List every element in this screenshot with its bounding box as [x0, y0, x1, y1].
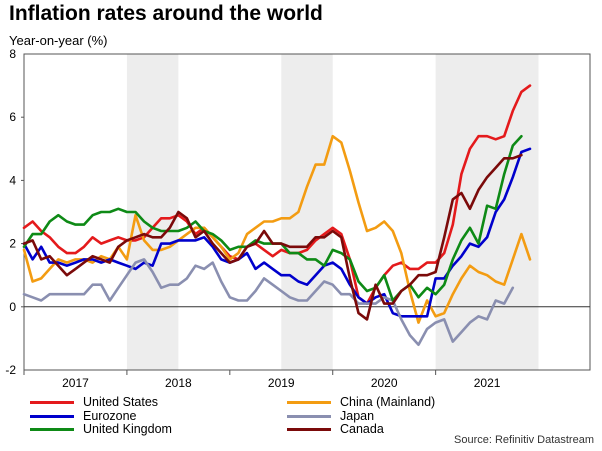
y-tick-label: 2 — [9, 237, 16, 251]
legend-swatch — [287, 414, 331, 418]
legend-item-china-mainland: China (Mainland) — [287, 395, 435, 409]
legend-item-united-states: United States — [30, 395, 158, 409]
legend-swatch — [30, 400, 74, 404]
legend-label: Japan — [340, 409, 375, 423]
y-axis-subtitle: Year-on-year (%) — [9, 33, 108, 48]
source-note: Source: Refinitiv Datastream — [454, 434, 594, 446]
y-tick-label: 4 — [9, 173, 16, 187]
shaded-year-band — [281, 54, 333, 370]
chart-title: Inflation rates around the world — [9, 2, 323, 25]
x-tick-label: 2017 — [62, 376, 89, 390]
y-tick-label: -2 — [5, 363, 16, 377]
legend-swatch — [287, 400, 331, 404]
y-tick-label: 0 — [9, 300, 16, 314]
y-tick-label: 6 — [9, 110, 16, 124]
y-tick-label: 8 — [9, 47, 16, 61]
plot-frame — [23, 53, 591, 371]
series-line — [22, 153, 523, 321]
legend-label: China (Mainland) — [340, 395, 436, 409]
legend-item-canada: Canada — [287, 422, 384, 436]
legend-swatch — [287, 427, 331, 431]
series-line — [22, 258, 515, 347]
x-tick-label: 2019 — [268, 376, 295, 390]
legend-item-eurozone: Eurozone — [30, 409, 137, 423]
legend-item-japan: Japan — [287, 409, 374, 423]
legend-swatch — [30, 427, 74, 431]
x-tick-label: 2021 — [474, 376, 501, 390]
legend-label: United Kingdom — [83, 422, 172, 436]
legend-label: Canada — [340, 422, 384, 436]
legend-item-united-kingdom: United Kingdom — [30, 422, 172, 436]
x-tick-label: 2018 — [165, 376, 192, 390]
series-line — [22, 84, 532, 305]
legend-swatch — [30, 414, 74, 418]
legend-label: United States — [83, 395, 159, 409]
x-tick-label: 2020 — [371, 376, 398, 390]
legend-label: Eurozone — [83, 409, 137, 423]
series-line — [22, 147, 532, 318]
